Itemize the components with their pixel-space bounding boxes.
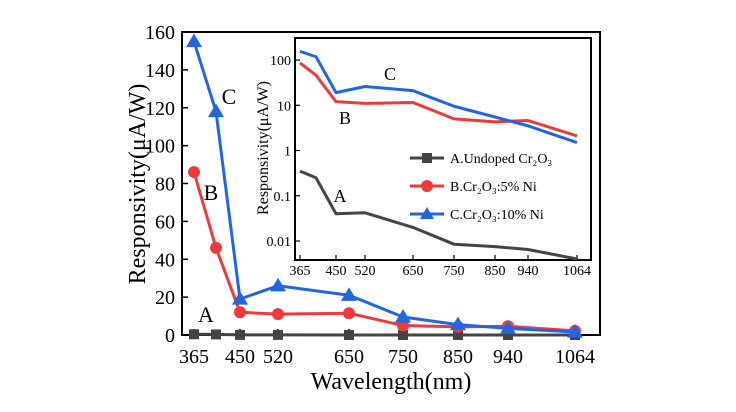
- main-series-C-point: [500, 320, 516, 334]
- main-x-tick-label: 940: [493, 346, 523, 368]
- main-series-A-point: [235, 329, 245, 340]
- inset-legend: A.Undoped Cr₂O₃ B.Cr₂O₃:5% Ni C.Cr₂O₃:10% …: [410, 152, 552, 223]
- inset-curve-label-B: B: [339, 108, 351, 128]
- main-series-C-point: [567, 323, 583, 338]
- main-series-A-point: [273, 329, 283, 340]
- inset-plot-frame: [294, 37, 592, 261]
- main-series-A-point: [503, 329, 513, 340]
- main-y-tick-label: 20: [155, 287, 175, 309]
- inset-x-tick-label: 650: [403, 264, 424, 279]
- main-curve-label-B: B: [204, 180, 219, 205]
- main-series-C-point: [232, 291, 248, 305]
- inset-x-tick-label: 450: [326, 264, 347, 279]
- legend-marker-B: [421, 180, 433, 192]
- inset-y-tick-label: 100: [270, 54, 291, 69]
- main-series-B-point: [188, 166, 200, 179]
- inset-x-tick-label: 520: [355, 264, 376, 279]
- inset-curve-label-A: A: [334, 186, 347, 206]
- main-x-tick-label: 450: [225, 346, 255, 368]
- main-y-tick-label: 80: [155, 174, 175, 196]
- legend-label-C: C.Cr₂O₃:10% Ni: [450, 208, 544, 223]
- main-y-axis-label: Responsivity(μA/W): [125, 84, 151, 285]
- main-series-C-point: [270, 277, 286, 292]
- main-series-C-point: [450, 316, 466, 331]
- main-series-B-point: [210, 241, 222, 254]
- inset-y-tick-label: 0.1: [274, 190, 292, 205]
- main-series-A-point: [189, 329, 199, 340]
- inset-y-tick-label: 10: [277, 99, 291, 114]
- main-series-B-point: [343, 307, 355, 320]
- inset-series-A-line: [299, 169, 578, 261]
- main-x-axis-label: Wavelength(nm): [311, 369, 472, 395]
- legend-marker-A: [422, 153, 432, 163]
- inset-series-C-line: [299, 49, 578, 144]
- main-y-tick-label: 140: [145, 60, 175, 82]
- legend-label-B: B.Cr₂O₃:5% Ni: [450, 180, 537, 195]
- main-series-A-point: [344, 329, 354, 340]
- legend-marker-C: [420, 207, 434, 219]
- main-x-tick-label: 650: [334, 346, 364, 368]
- main-series-A-line: [193, 332, 576, 337]
- main-series-C-point: [186, 33, 202, 48]
- inset-x-tick-label: 365: [290, 264, 311, 279]
- main-y-tick-label: 60: [155, 211, 175, 233]
- inset-y-tick-label: 1: [284, 145, 291, 160]
- legend-label-A: A.Undoped Cr₂O₃: [450, 152, 552, 167]
- inset-x-tick-label: 850: [485, 264, 506, 279]
- main-y-tick-label: 40: [155, 249, 175, 271]
- main-x-tick-label: 365: [179, 346, 209, 368]
- main-y-tick-label: 120: [145, 98, 175, 120]
- main-y-tick-label: 160: [145, 22, 175, 44]
- inset-chart: 0.01 0.1 1 10 100 365 450 520 650 750 850 940 1064 Re…: [255, 37, 592, 279]
- main-x-tick-label: 520: [263, 346, 293, 368]
- inset-x-tick-label: 1064: [563, 264, 591, 279]
- main-series-C-point: [208, 103, 224, 118]
- main-x-tick-label: 850: [443, 346, 473, 368]
- inset-x-tick-label: 750: [444, 264, 465, 279]
- main-series-B-point: [234, 306, 246, 319]
- main-series-A-point: [453, 329, 463, 340]
- main-x-tick-label: 1064: [555, 346, 595, 368]
- main-curve-label-A: A: [198, 302, 214, 327]
- inset-x-tick-label: 940: [518, 264, 539, 279]
- main-x-tick-label: 750: [388, 346, 418, 368]
- inset-series-B-line: [299, 61, 578, 138]
- main-chart: 0 20 40 60 80 100 120 140 160 365 450 520 650 750 850 9…: [125, 22, 601, 395]
- main-y-tick-label: 0: [165, 325, 175, 347]
- main-curve-label-C: C: [222, 84, 237, 109]
- inset-y-axis-label: Responsivity(μA/W): [255, 81, 272, 215]
- inset-y-tick-label: 0.01: [267, 235, 292, 250]
- main-series-C-point: [395, 309, 411, 323]
- main-y-tick-label: 100: [145, 136, 175, 158]
- main-series-A-point: [211, 329, 221, 340]
- main-series-B-point: [272, 308, 284, 321]
- inset-curve-label-C: C: [384, 64, 396, 84]
- main-series-A-point: [398, 329, 408, 340]
- main-series-C-point: [341, 287, 357, 301]
